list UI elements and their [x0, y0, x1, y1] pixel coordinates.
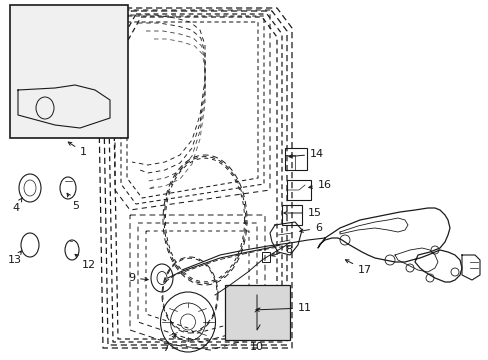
Text: 14: 14 — [288, 149, 324, 159]
Bar — [286, 180, 310, 200]
Text: 10: 10 — [249, 342, 264, 352]
Bar — [262, 252, 269, 262]
Text: 13: 13 — [8, 251, 22, 265]
Text: 11: 11 — [255, 303, 311, 313]
Bar — [285, 148, 306, 170]
Text: 2: 2 — [105, 37, 125, 47]
Bar — [10, 5, 128, 138]
Text: 17: 17 — [345, 260, 371, 275]
Text: 6: 6 — [299, 223, 321, 233]
Bar — [282, 205, 302, 225]
Bar — [224, 285, 289, 340]
Text: 3: 3 — [103, 70, 125, 80]
Text: 7: 7 — [162, 335, 175, 353]
Text: 16: 16 — [308, 180, 331, 190]
Text: 5: 5 — [67, 193, 79, 211]
Text: 4: 4 — [12, 198, 22, 213]
Text: 1: 1 — [68, 142, 87, 157]
Text: 9: 9 — [128, 273, 148, 283]
Text: 15: 15 — [284, 208, 321, 218]
Text: 8: 8 — [271, 245, 291, 256]
Text: 12: 12 — [75, 255, 96, 270]
